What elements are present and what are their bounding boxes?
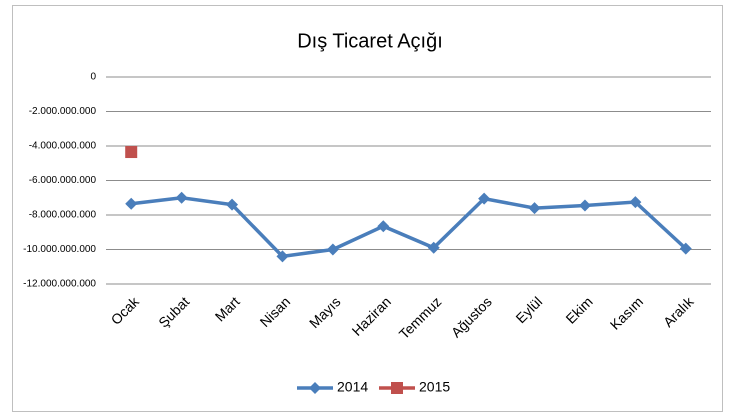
- chart-title: Dış Ticaret Açığı: [297, 30, 443, 52]
- data-point: [326, 243, 339, 256]
- y-tick-label: -12.000.000.000: [23, 279, 96, 290]
- data-point: [226, 198, 239, 211]
- y-tick-label: -6.000.000.000: [29, 175, 97, 186]
- legend-marker: [391, 382, 403, 394]
- data-point: [175, 191, 188, 204]
- y-tick-label: -2.000.000.000: [29, 106, 97, 117]
- legend-label: 2014: [337, 379, 368, 395]
- data-point: [276, 250, 289, 263]
- y-tick-label: -8.000.000.000: [29, 210, 97, 221]
- series-line: [131, 195, 687, 259]
- legend-label: 2015: [419, 379, 450, 395]
- data-point: [629, 196, 642, 209]
- legend-marker: [309, 382, 321, 394]
- data-point: [478, 192, 491, 205]
- data-point: [427, 241, 440, 254]
- chart-frame: [12, 5, 723, 412]
- data-point: [125, 197, 138, 210]
- data-point: [528, 202, 541, 215]
- data-point: [377, 220, 390, 233]
- data-point: [125, 146, 138, 159]
- y-tick-label: 0: [90, 72, 96, 83]
- data-point: [578, 199, 591, 212]
- data-point: [679, 242, 692, 255]
- y-tick-label: -4.000.000.000: [29, 141, 97, 152]
- y-tick-label: -10.000.000.000: [23, 244, 96, 255]
